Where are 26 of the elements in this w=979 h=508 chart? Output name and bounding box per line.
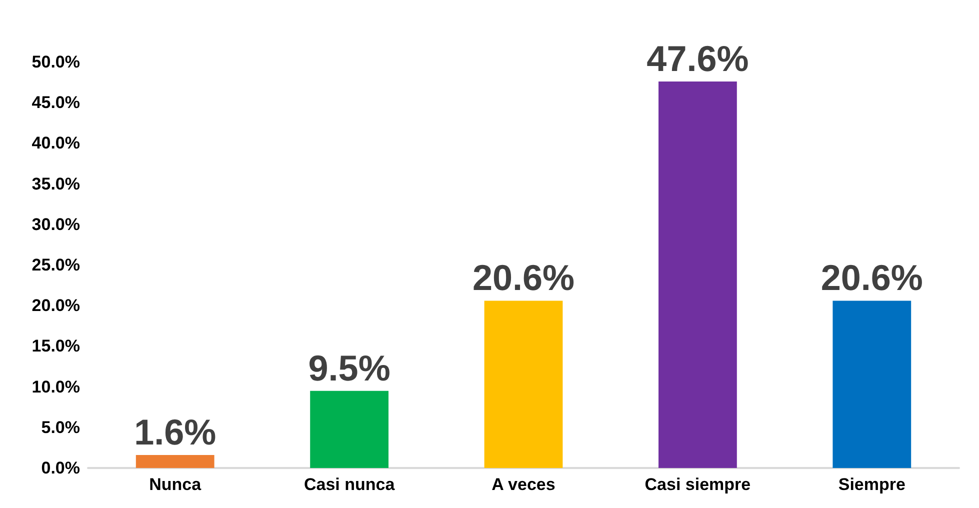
y-tick-label: 40.0%: [32, 134, 80, 153]
y-tick-label: 5.0%: [41, 418, 80, 437]
bar: [658, 81, 737, 468]
x-tick-label: Casi nunca: [304, 475, 396, 494]
y-tick-label: 25.0%: [32, 256, 80, 274]
bar: [136, 455, 214, 468]
y-tick-label: 30.0%: [32, 214, 80, 234]
y-tick-label: 0.0%: [41, 458, 80, 478]
x-tick-label: Siempre: [838, 475, 906, 494]
bar: [484, 300, 563, 468]
bar: [310, 390, 388, 468]
y-tick-label: 50.0%: [32, 52, 80, 72]
y-tick-label: 15.0%: [32, 336, 80, 356]
data-label: 20.6%: [472, 257, 575, 298]
y-tick-label: 45.0%: [32, 93, 80, 112]
y-tick-label: 10.0%: [32, 377, 80, 396]
data-label: 9.5%: [308, 347, 390, 388]
x-tick-label: Nunca: [149, 475, 202, 494]
data-label: 1.6%: [134, 412, 216, 453]
data-label: 47.6%: [646, 38, 749, 79]
bar: [832, 300, 912, 468]
x-tick-label: Casi siempre: [644, 475, 751, 494]
data-label: 20.6%: [820, 257, 923, 298]
y-tick-label: 20.0%: [32, 296, 80, 316]
x-tick-label: A veces: [492, 475, 556, 494]
y-tick-label: 35.0%: [32, 174, 80, 194]
